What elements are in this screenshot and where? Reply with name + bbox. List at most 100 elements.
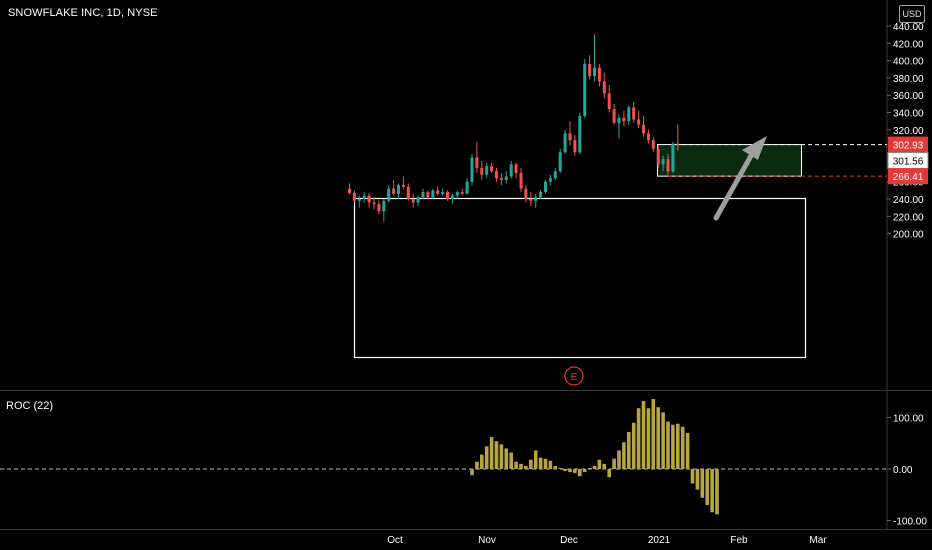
roc-bar — [661, 412, 665, 469]
time-tick-label: Mar — [809, 535, 827, 546]
roc-bar — [587, 467, 592, 469]
roc-bar — [475, 461, 479, 469]
candle-body — [401, 185, 405, 187]
candle-body — [573, 140, 577, 153]
roc-bar — [524, 465, 528, 469]
candle-body — [676, 143, 680, 145]
roc-bar — [514, 461, 518, 469]
roc-bar — [578, 469, 582, 477]
roc-bar — [607, 469, 611, 478]
chart-title: SNOWFLAKE INC, 1D, NYSE — [8, 7, 158, 19]
indicator-label[interactable]: ROC (22) — [6, 400, 54, 412]
candle-body — [597, 67, 601, 82]
price-label-box — [888, 168, 928, 185]
roc-bar — [622, 442, 626, 469]
price-tick-label: 200.00 — [893, 230, 924, 241]
candle-body — [455, 192, 459, 196]
time-tick-label: Nov — [478, 535, 496, 546]
candle-body — [578, 115, 582, 153]
price-tick-label: 420.00 — [893, 39, 924, 50]
roc-bar — [695, 469, 700, 490]
roc-bar — [676, 423, 680, 469]
roc-bar — [710, 469, 714, 513]
candle-body — [431, 190, 435, 198]
roc-bar — [597, 459, 602, 469]
time-tick-label: Oct — [387, 535, 403, 546]
candle-body — [441, 192, 445, 194]
time-tick-label: Feb — [730, 535, 748, 546]
time-tick-label: 2021 — [648, 535, 671, 546]
candle-body — [504, 176, 508, 180]
candle-body — [509, 164, 513, 177]
currency-button[interactable]: USD — [899, 5, 925, 23]
roc-bar — [504, 448, 509, 469]
candle-body — [563, 133, 567, 153]
roc-bar — [499, 444, 504, 469]
candle-body — [602, 81, 606, 94]
price-label: 301.56 — [893, 157, 924, 168]
candle-body — [348, 188, 351, 193]
candle-body — [485, 166, 489, 175]
price-label-box — [888, 136, 928, 153]
candle-body — [499, 178, 503, 180]
roc-bar — [509, 452, 513, 469]
candle-body — [588, 64, 592, 77]
roc-bar — [617, 450, 621, 469]
roc-bar — [592, 465, 597, 469]
roc-bar — [680, 426, 685, 469]
roc-bar — [494, 441, 499, 469]
candle-body — [436, 190, 440, 194]
candle-body — [637, 119, 641, 125]
roc-tick-label: 0.00 — [893, 465, 913, 476]
roc-bar — [641, 401, 646, 469]
roc-bar — [651, 398, 656, 469]
roc-bar — [627, 431, 631, 469]
roc-bar — [656, 407, 660, 469]
projection-arrow-shaft — [713, 151, 755, 221]
earnings-marker — [564, 366, 584, 386]
candle-body — [426, 192, 430, 198]
candle-body — [382, 200, 386, 212]
candle-body — [514, 164, 518, 174]
candle-body — [362, 195, 366, 199]
candle-body — [495, 171, 498, 179]
candle-body — [593, 67, 596, 77]
roc-bar — [685, 432, 690, 469]
roc-bar — [558, 467, 562, 469]
candle-body — [646, 133, 650, 141]
roc-bar — [612, 458, 616, 469]
roc-bar — [563, 469, 567, 472]
candle-body — [656, 148, 660, 165]
candle-body — [607, 93, 611, 110]
candle-body — [651, 140, 655, 149]
roc-bar — [533, 450, 538, 469]
candle-body — [352, 192, 356, 201]
candle-body — [397, 185, 400, 194]
price-tick-label: 320.00 — [893, 126, 924, 137]
price-tick-label: 380.00 — [893, 74, 924, 85]
roc-bar — [690, 469, 695, 484]
price-tick-label: 240.00 — [893, 195, 924, 206]
price-label: 266.41 — [893, 172, 924, 183]
candle-body — [411, 199, 415, 203]
candle-body — [666, 159, 670, 172]
candle-body — [544, 181, 547, 193]
roc-bar — [519, 463, 523, 469]
candle-body — [627, 107, 631, 122]
roc-bar — [573, 469, 577, 474]
candle-body — [524, 188, 528, 199]
candle-body — [534, 197, 538, 201]
candle-body — [416, 197, 420, 203]
target-box — [657, 144, 802, 177]
roc-bar — [715, 469, 719, 515]
range-box — [353, 197, 807, 359]
candle-body — [387, 188, 391, 201]
roc-bar — [543, 458, 548, 469]
candle-body — [490, 166, 494, 172]
candle-body — [460, 192, 464, 194]
candle-body — [406, 186, 410, 199]
candle-body — [357, 199, 361, 201]
roc-bar — [666, 421, 670, 469]
candle-body — [617, 117, 621, 123]
